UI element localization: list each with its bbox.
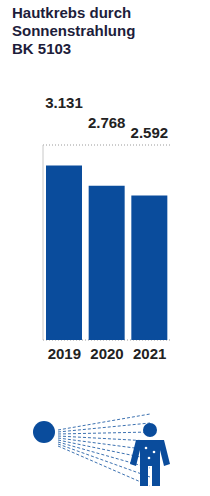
html-text:Hautkrebs durch Sonnenstrahlun: Hautkrebs durch Sonnenstrahlung BK 5103 xyxy=(12,4,136,57)
svg-text:2.592: 2.592 xyxy=(131,124,169,141)
svg-text:2019: 2019 xyxy=(48,345,81,362)
svg-text:3.131: 3.131 xyxy=(45,94,83,111)
svg-text:2020: 2020 xyxy=(90,345,123,362)
svg-text:2.768: 2.768 xyxy=(88,114,126,131)
svg-text:2021: 2021 xyxy=(133,345,166,362)
